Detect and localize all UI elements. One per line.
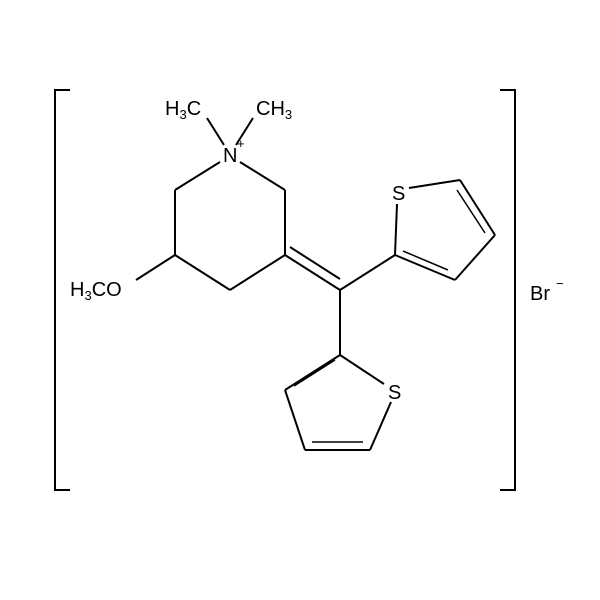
piperidine-ring bbox=[175, 162, 285, 290]
n-methyl-groups bbox=[207, 118, 253, 145]
h3c-left-label: H3C bbox=[165, 98, 201, 122]
thiophene-1 bbox=[395, 180, 495, 280]
br-charge: − bbox=[556, 276, 564, 291]
exocyclic-double-bond bbox=[285, 247, 340, 290]
left-bracket bbox=[55, 90, 70, 490]
atom-labels: N + H3C CH3 H3CO S S bbox=[70, 98, 405, 404]
right-bracket bbox=[500, 90, 515, 490]
thiophene-2 bbox=[285, 355, 391, 450]
h3co-label: H3CO bbox=[70, 279, 122, 303]
c7-thiophene1-bond bbox=[340, 255, 395, 290]
ch3-right-label: CH3 bbox=[256, 98, 292, 122]
methoxy-bond bbox=[136, 255, 175, 280]
nitrogen-label: N bbox=[223, 145, 237, 167]
s1-label: S bbox=[392, 183, 405, 205]
n-charge: + bbox=[237, 136, 245, 151]
s2-label: S bbox=[388, 382, 401, 404]
counterion-label: Br bbox=[530, 283, 550, 305]
molecule-diagram: N + H3C CH3 H3CO S S Br − bbox=[0, 0, 600, 600]
